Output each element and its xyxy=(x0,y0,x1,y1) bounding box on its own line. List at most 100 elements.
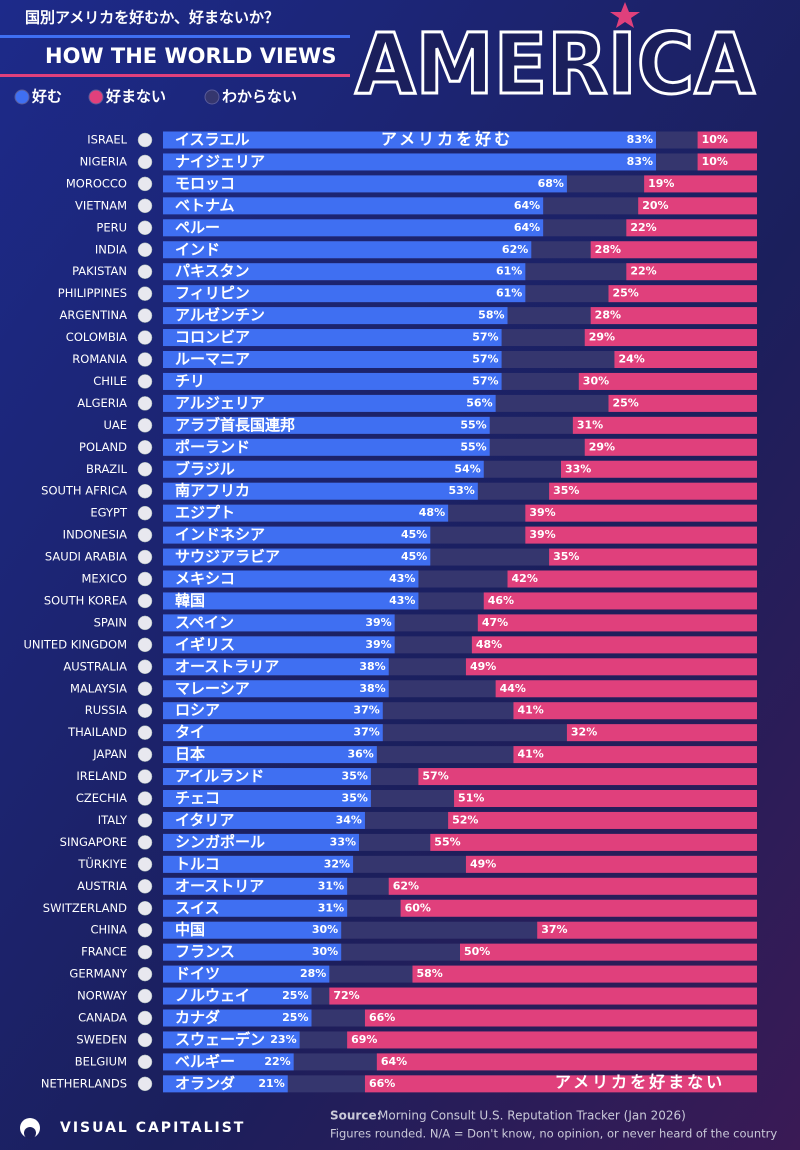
value-label: 23% xyxy=(270,1033,296,1046)
value-label: 10% xyxy=(702,155,728,168)
bar-favorable xyxy=(163,175,567,193)
value-label: 30% xyxy=(312,923,338,936)
logo xyxy=(20,1118,40,1139)
country-label-ja: スウェーデン xyxy=(175,1030,265,1048)
value-label: 55% xyxy=(434,835,460,848)
flag xyxy=(137,440,153,455)
country-label-ja: アイルランド xyxy=(175,767,264,785)
bar-favorable xyxy=(163,702,383,720)
country-label-ja: コロンビア xyxy=(175,328,250,346)
country-label: SWITZERLAND xyxy=(43,901,127,915)
flag xyxy=(137,615,153,631)
value-label: 33% xyxy=(565,462,591,475)
country-label: RUSSIA xyxy=(85,703,127,717)
flag xyxy=(137,681,153,696)
flag xyxy=(137,966,153,982)
country-label-ja: アルジェリア xyxy=(175,394,265,412)
bar-unfavorable xyxy=(566,724,757,742)
bar-unfavorable xyxy=(560,460,757,478)
annotation: アメリカを好む xyxy=(381,130,513,149)
bar-unfavorable xyxy=(513,746,757,764)
deco-line xyxy=(0,35,350,38)
value-label: 19% xyxy=(648,177,674,190)
bar-unfavorable xyxy=(364,1009,757,1027)
bar-unfavorable xyxy=(430,833,757,851)
value-label: 43% xyxy=(389,572,415,585)
value-label: 72% xyxy=(333,989,359,1002)
bar-favorable xyxy=(163,241,532,259)
flag xyxy=(137,330,153,345)
value-label: 57% xyxy=(472,353,498,366)
bar-favorable xyxy=(163,987,312,1005)
bar-favorable xyxy=(163,460,484,478)
country-label-ja: パキスタン xyxy=(175,262,250,280)
value-label: 35% xyxy=(342,792,368,805)
country-label: NORWAY xyxy=(77,989,128,1003)
country-label-ja: オーストリア xyxy=(175,877,264,895)
country-label: FRANCE xyxy=(81,945,127,959)
bar-favorable xyxy=(163,614,395,632)
country-label-ja: モロッコ xyxy=(175,174,235,192)
flag xyxy=(137,571,153,587)
country-label: SAUDI ARABIA xyxy=(45,550,127,564)
bar-favorable xyxy=(163,592,419,610)
value-label: 39% xyxy=(365,616,391,629)
bar-unfavorable xyxy=(454,790,757,807)
value-label: 44% xyxy=(500,682,526,695)
value-label: 57% xyxy=(472,331,498,344)
legend-label: 好まない xyxy=(105,88,166,106)
value-label: 54% xyxy=(454,462,480,475)
country-label-ja: メキシコ xyxy=(175,570,235,588)
country-label: NIGERIA xyxy=(80,154,128,168)
bar-unfavorable xyxy=(584,329,757,347)
value-label: 45% xyxy=(401,550,427,563)
flag xyxy=(137,264,153,279)
value-label: 37% xyxy=(353,726,379,739)
value-label: 37% xyxy=(541,923,567,936)
bar-unfavorable xyxy=(638,197,757,215)
flag xyxy=(137,1054,153,1070)
value-label: 50% xyxy=(464,945,490,958)
value-label: 21% xyxy=(258,1077,284,1090)
bar-unfavorable xyxy=(590,241,757,259)
flag xyxy=(137,418,153,433)
country-label-ja: オランダ xyxy=(175,1074,235,1092)
value-label: 83% xyxy=(627,155,653,168)
bar-unfavorable xyxy=(329,987,757,1005)
country-label: MEXICO xyxy=(81,572,127,586)
country-label-ja: ルーマニア xyxy=(175,350,250,368)
bar-unfavorable xyxy=(608,285,757,303)
value-label: 53% xyxy=(448,484,474,497)
flag xyxy=(137,922,153,938)
flag xyxy=(137,220,153,236)
bar-favorable xyxy=(163,438,490,456)
country-label: ARGENTINA xyxy=(59,308,127,322)
country-label: SPAIN xyxy=(94,615,127,629)
bar-unfavorable xyxy=(697,153,757,171)
country-label-ja: エジプト xyxy=(175,504,235,522)
bar-unfavorable xyxy=(418,768,757,786)
value-label: 52% xyxy=(452,813,478,826)
country-label-ja: トルコ xyxy=(175,855,220,873)
flag xyxy=(137,396,153,411)
country-label: CHINA xyxy=(90,923,127,937)
country-label: PAKISTAN xyxy=(72,264,127,278)
bar-unfavorable xyxy=(584,438,757,456)
country-label-ja: サウジアラビア xyxy=(175,548,280,566)
country-label-ja: オーストラリア xyxy=(175,657,279,675)
bar-unfavorable xyxy=(513,702,757,720)
bar-favorable xyxy=(163,1075,288,1093)
value-label: 28% xyxy=(595,243,621,256)
country-label-ja: スイス xyxy=(175,899,220,917)
value-label: 32% xyxy=(324,857,350,870)
value-label: 31% xyxy=(318,901,344,914)
value-label: 22% xyxy=(630,221,656,234)
bar-unfavorable xyxy=(525,504,757,522)
value-label: 57% xyxy=(422,770,448,783)
value-label: 34% xyxy=(336,813,362,826)
value-label: 38% xyxy=(359,660,385,673)
country-label: MOROCCO xyxy=(66,176,127,190)
country-label: ISRAEL xyxy=(87,133,127,147)
value-label: 25% xyxy=(282,989,308,1002)
